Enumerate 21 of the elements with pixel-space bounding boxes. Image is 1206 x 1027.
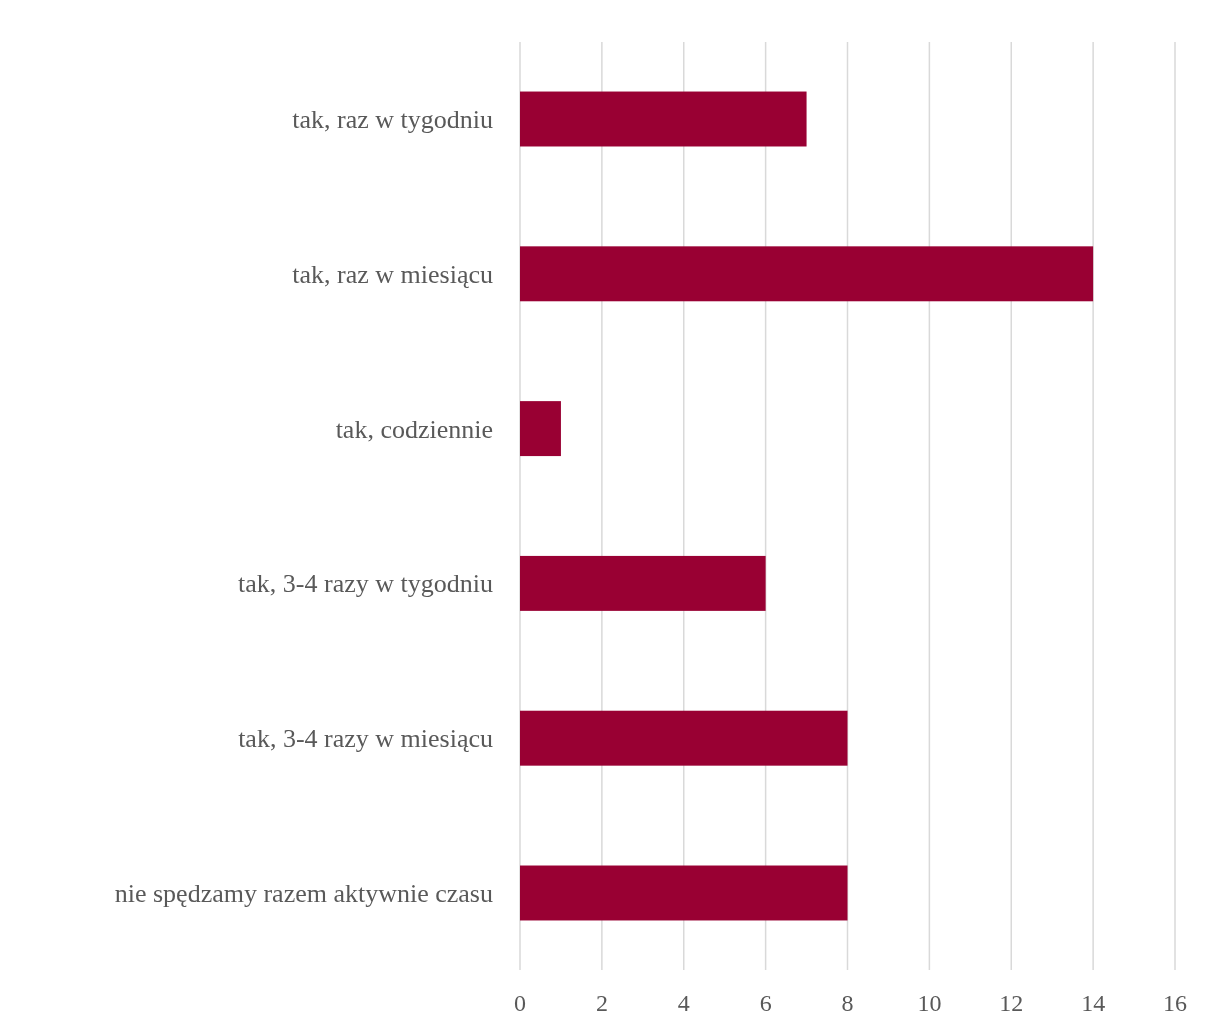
- y-tick-label: tak, raz w miesiącu: [292, 259, 493, 289]
- x-tick-label: 6: [759, 990, 772, 1017]
- y-tick-label: tak, raz w tygodniu: [292, 105, 493, 135]
- x-tick-label: 8: [841, 990, 854, 1017]
- x-tick-label: 10: [917, 990, 942, 1017]
- bar: [520, 865, 848, 921]
- y-tick-label: tak, codziennie: [335, 414, 493, 444]
- x-tick-label: 0: [514, 990, 526, 1017]
- y-tick-label: tak, 3-4 razy w tygodniu: [238, 569, 493, 599]
- bar: [520, 91, 807, 147]
- x-tick-label: 12: [999, 990, 1024, 1017]
- y-tick-label: nie spędzamy razem aktywnie czasu: [114, 879, 493, 909]
- bar: [520, 246, 1094, 302]
- bar: [520, 710, 848, 766]
- y-tick-label: tak, 3-4 razy w miesiącu: [238, 724, 493, 754]
- bar: [520, 401, 561, 457]
- x-tick-label: 14: [1081, 990, 1106, 1017]
- x-tick-label: 16: [1163, 990, 1187, 1017]
- x-tick-label: 2: [595, 990, 608, 1017]
- bar: [520, 555, 766, 611]
- x-tick-label: 4: [677, 990, 690, 1017]
